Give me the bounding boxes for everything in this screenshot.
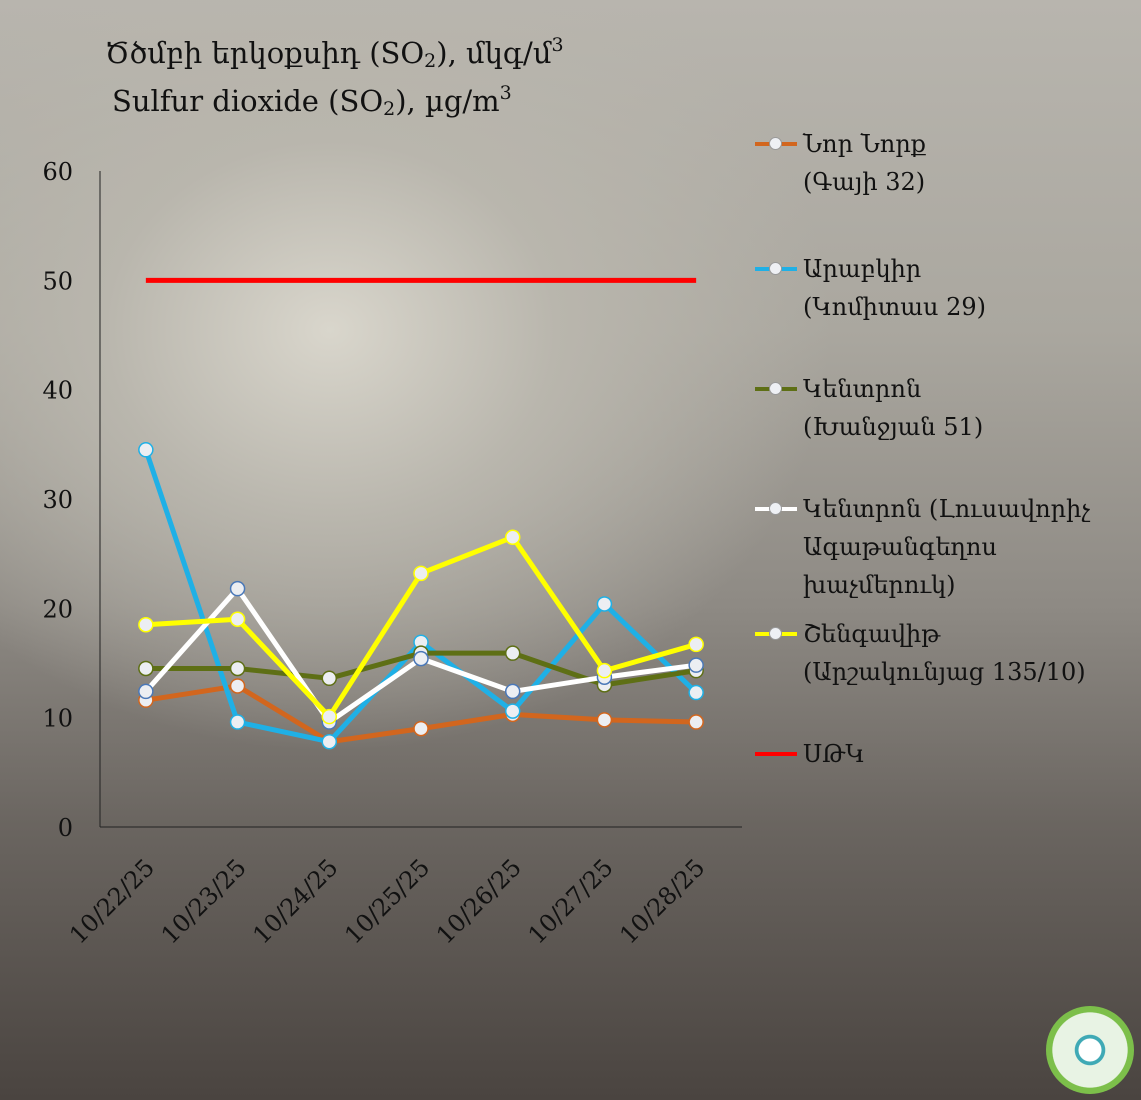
data-point <box>138 616 154 633</box>
x-tick-label: 10/26/25 <box>431 853 527 949</box>
legend-item: Շենգավիթ (Արշակունյաց 135/10) <box>755 615 1086 691</box>
data-point <box>321 733 338 750</box>
data-point <box>413 720 429 737</box>
y-tick-label: 30 <box>42 486 73 514</box>
data-point <box>321 670 338 687</box>
legend-item: Արաբկիր (Կոմիտաս 29) <box>755 250 986 326</box>
legend-item: Կենտրոն (Լուսավորիչ Ագաթանգեղոս խաչմերուկ) <box>755 490 1090 604</box>
legend-swatch <box>755 744 797 764</box>
legend-swatch <box>755 499 797 519</box>
y-tick-label: 0 <box>58 814 73 842</box>
x-tick-label: 10/27/25 <box>523 853 619 949</box>
legend-label: Կենտրոն (Լուսավորիչ <box>803 495 1091 523</box>
legend-item: Կենտրոն (Խանջյան 51) <box>755 370 983 446</box>
data-point <box>688 714 704 730</box>
y-tick-label: 20 <box>42 595 73 623</box>
y-tick-label: 60 <box>42 158 73 186</box>
legend-swatch <box>755 134 797 154</box>
data-point <box>413 650 429 667</box>
legend-item: Նոր Նորք (Գայի 32) <box>755 125 926 201</box>
chart-title-english: Sulfur dioxide (SO2), µg/m3 <box>112 82 512 120</box>
data-point <box>688 657 704 673</box>
data-point <box>413 565 429 582</box>
data-point <box>688 684 704 701</box>
data-point <box>504 683 521 700</box>
data-point <box>138 683 154 700</box>
legend-label: Կենտրոն <box>803 375 922 403</box>
legend-label: ՍԹԿ <box>803 740 865 768</box>
data-point <box>138 660 154 677</box>
y-tick-label: 10 <box>42 705 73 733</box>
data-point <box>504 703 521 719</box>
data-point <box>229 660 246 677</box>
data-point <box>229 611 246 628</box>
data-point <box>229 580 246 597</box>
legend-item: ՍԹԿ <box>755 735 865 773</box>
data-point <box>596 596 613 612</box>
organization-logo <box>1046 1006 1134 1094</box>
legend-sublabel: (Խանջյան 51) <box>803 413 984 441</box>
legend-swatch <box>755 379 797 399</box>
data-point <box>229 714 246 730</box>
legend-label: Շենգավիթ <box>803 620 941 648</box>
legend-label: Արաբկիր <box>803 255 922 283</box>
data-point <box>596 662 613 679</box>
data-point <box>138 442 154 458</box>
legend-sublabel: (Գայի 32) <box>803 168 926 196</box>
legend-sublabel: (Կոմիտաս 29) <box>803 293 986 321</box>
y-tick-label: 50 <box>42 267 73 295</box>
legend-sublabel: (Արշակունյաց 135/10) <box>803 658 1086 686</box>
data-point <box>596 712 613 728</box>
data-point <box>504 529 521 546</box>
x-tick-label: 10/25/25 <box>339 853 435 949</box>
x-tick-label: 10/24/25 <box>248 853 344 949</box>
x-tick-label: 10/28/25 <box>614 853 710 949</box>
data-point <box>321 708 338 725</box>
y-tick-label: 40 <box>42 377 73 405</box>
legend-label: Նոր Նորք <box>803 130 927 158</box>
x-tick-label: 10/22/25 <box>64 853 160 949</box>
legend-sublabel: Ագաթանգեղոս <box>803 533 997 561</box>
data-point <box>504 645 521 661</box>
data-point <box>688 636 704 653</box>
x-tick-label: 10/23/25 <box>156 853 252 949</box>
chart-title-armenian: Ծծմբի երկօքսիդ (SO2), մկգ/մ3 <box>105 34 564 72</box>
legend-sublabel: խաչմերուկ) <box>803 571 956 599</box>
data-point <box>229 678 246 694</box>
legend-swatch <box>755 259 797 279</box>
legend-swatch <box>755 624 797 644</box>
